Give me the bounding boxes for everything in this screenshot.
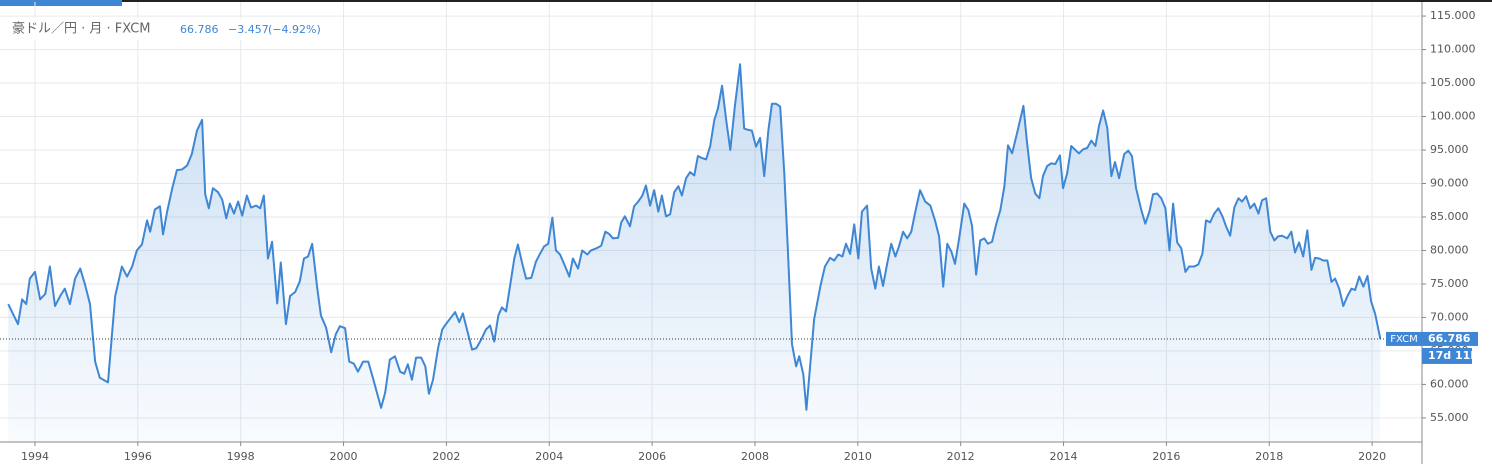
x-tick-label: 2004 (535, 450, 563, 463)
y-tick-label: 60.000 (1430, 377, 1469, 390)
price-tag: 66.786 (1428, 332, 1471, 345)
y-tick-label: 110.000 (1430, 43, 1476, 56)
x-tick-label: 2018 (1255, 450, 1283, 463)
x-tick-label: 2016 (1152, 450, 1180, 463)
countdown-bg (1422, 347, 1472, 364)
x-tick-label: 2000 (330, 450, 358, 463)
x-tick-label: 2020 (1358, 450, 1386, 463)
change-percent: (−4.92%) (268, 23, 321, 36)
price-line (7, 63, 1382, 411)
x-tick-label: 1996 (124, 450, 152, 463)
x-tick-label: 2006 (638, 450, 666, 463)
labels: 55.00060.00065.00070.00075.00080.00085.0… (21, 9, 1478, 463)
y-tick-label: 75.000 (1430, 277, 1469, 290)
y-tick-label: 55.000 (1430, 411, 1469, 424)
area-fill (8, 64, 1381, 442)
x-tick-label: 1994 (21, 450, 49, 463)
x-tick-label: 1998 (227, 450, 255, 463)
y-tick-label: 80.000 (1430, 243, 1469, 256)
y-tick-label: 100.000 (1430, 110, 1476, 123)
tab-indicator (0, 0, 122, 6)
y-tick-label: 90.000 (1430, 176, 1469, 189)
header-bg (6, 18, 326, 40)
x-tick-label: 2002 (432, 450, 460, 463)
last-value: 66.786 (180, 23, 219, 36)
plot (0, 63, 1422, 442)
x-tick-label: 2010 (844, 450, 872, 463)
y-tick-label: 70.000 (1430, 310, 1469, 323)
series-tag: FXCM (1390, 334, 1418, 345)
x-tick-label: 2008 (741, 450, 769, 463)
y-tick-label: 95.000 (1430, 143, 1469, 156)
price-tag-bg (1422, 331, 1478, 346)
x-tick-label: 2014 (1050, 450, 1078, 463)
top-border (0, 0, 1492, 2)
y-tick-label: 115.000 (1430, 9, 1476, 22)
change: −3.457 (228, 23, 269, 36)
y-tick-label: 105.000 (1430, 76, 1476, 89)
y-tick-label: 85.000 (1430, 210, 1469, 223)
x-tick-label: 2012 (947, 450, 975, 463)
series-tag-bg (1386, 331, 1422, 346)
chart-title: 豪ドル／円 · 月 · FXCM (12, 21, 151, 37)
countdown: 17d 11h (1428, 349, 1478, 362)
